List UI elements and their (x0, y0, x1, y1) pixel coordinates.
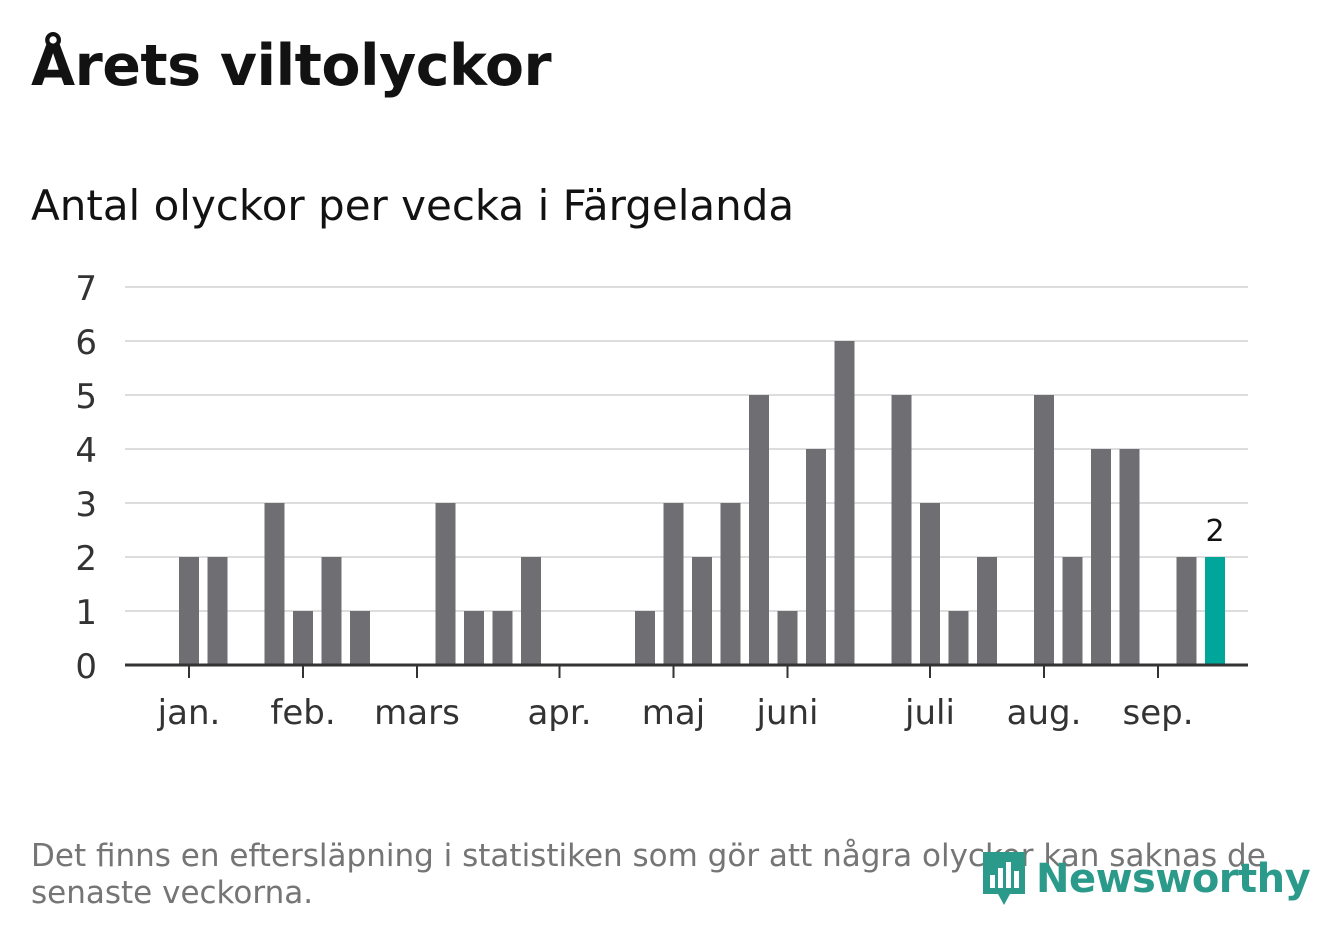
x-tick-label: juli (904, 693, 955, 733)
bar (806, 449, 826, 665)
chart-title: Årets viltolyckor (31, 33, 552, 99)
x-tick-label: sep. (1122, 693, 1193, 733)
bar (1062, 557, 1083, 665)
newsworthy-logo: Newsworthy (980, 848, 1311, 910)
bar (777, 611, 798, 665)
bar (749, 395, 769, 665)
bar-chart: 0 1 2 3 4 5 6 7 jan. feb. mars apr. maj juni juli aug. s… (75, 269, 1248, 733)
bar (977, 557, 997, 665)
bar (891, 395, 912, 665)
y-tick-label: 1 (75, 593, 97, 633)
y-tick-label: 5 (75, 377, 97, 417)
x-tick-label: feb. (270, 693, 335, 733)
bar (635, 611, 655, 665)
y-tick-label: 3 (75, 485, 97, 525)
bar (1176, 557, 1197, 665)
x-tick-label: mars (374, 693, 460, 733)
y-tick-label: 7 (75, 269, 97, 309)
x-tick-label: juni (756, 693, 819, 733)
bar (948, 611, 969, 665)
bar (692, 557, 712, 665)
y-tick-label: 6 (75, 323, 97, 363)
y-tick-label: 4 (75, 431, 97, 471)
bar (321, 557, 342, 665)
data-label: 2 (1205, 514, 1224, 549)
bar (720, 503, 741, 665)
bar (1119, 449, 1140, 665)
bar (1091, 449, 1111, 665)
bar (435, 503, 456, 665)
bar (834, 341, 855, 665)
bar (179, 557, 199, 665)
bar (920, 503, 940, 665)
bar (293, 611, 313, 665)
bar (1034, 395, 1054, 665)
bar (264, 503, 285, 665)
bar (464, 611, 484, 665)
bar (492, 611, 513, 665)
bar (663, 503, 684, 665)
x-tick-label: aug. (1007, 693, 1082, 733)
bar (207, 557, 228, 665)
bar-chart-icon (983, 852, 1025, 905)
x-tick-label: jan. (157, 693, 221, 733)
bar (350, 611, 370, 665)
x-tick-label: apr. (527, 693, 591, 733)
bar (521, 557, 541, 665)
y-tick-label: 0 (75, 647, 97, 687)
footnote: Det finns en eftersläpning i statistiken… (31, 838, 1266, 912)
y-tick-label: 2 (75, 539, 97, 579)
bar-highlight (1205, 557, 1225, 665)
logo-text: Newsworthy (1036, 856, 1311, 902)
chart-subtitle: Antal olyckor per vecka i Färgelanda (31, 181, 795, 230)
x-tick-label: maj (642, 693, 705, 733)
